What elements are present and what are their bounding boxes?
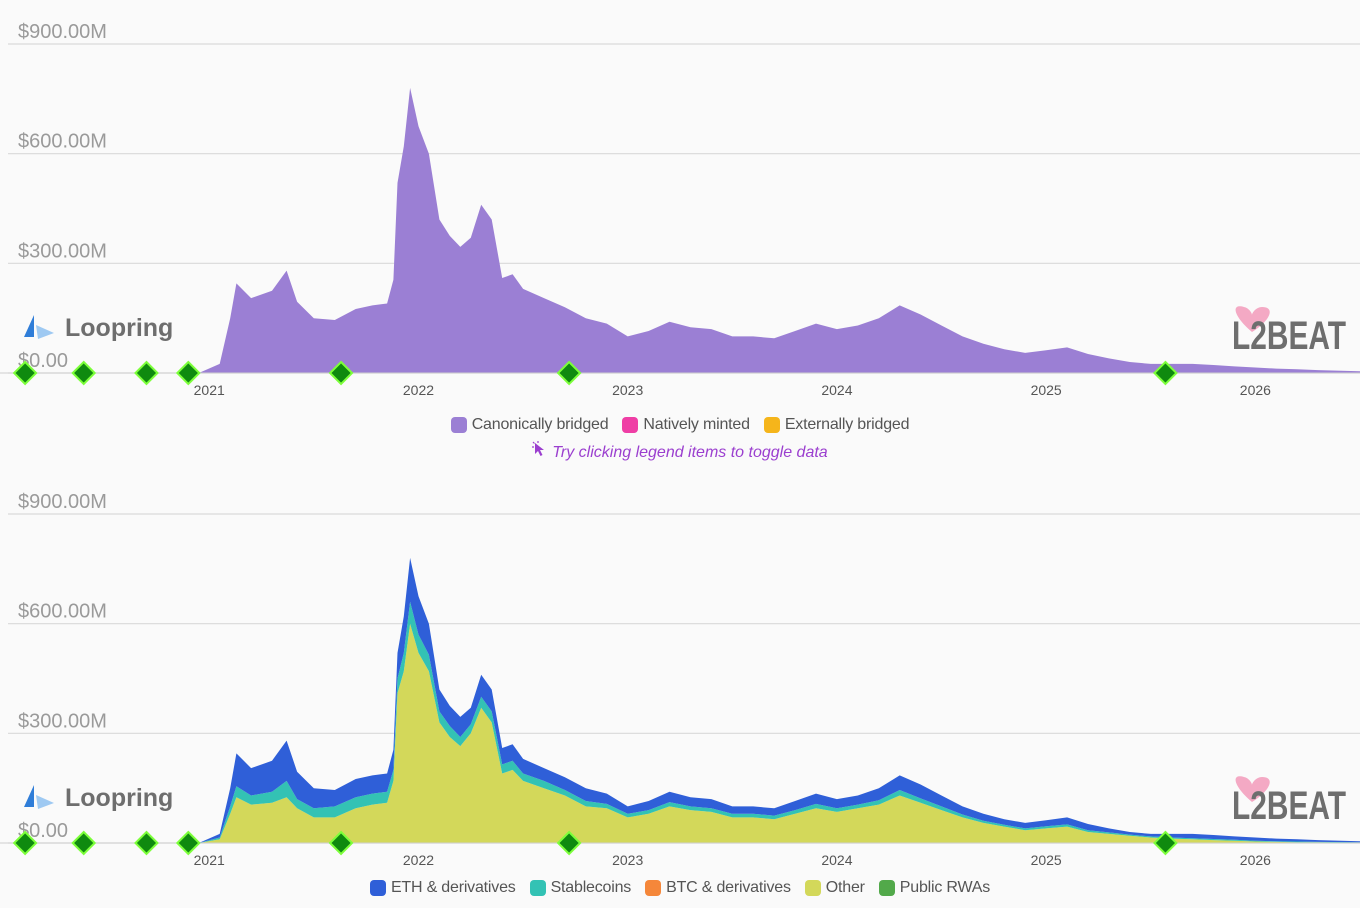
y-tick-label: $600.00M — [18, 131, 107, 153]
milestone-marker[interactable] — [1153, 830, 1178, 856]
legend-label: Public RWAs — [899, 879, 991, 896]
legend-swatch — [645, 880, 662, 896]
l2beat-logo-icon: L2BEAT — [1232, 306, 1346, 358]
legend-item-stablecoins[interactable]: Stablecoins — [529, 879, 632, 897]
legend-hint: Try clicking legend items to toggle data — [0, 441, 1360, 462]
legend-label: Stablecoins — [550, 879, 632, 896]
legend-swatch — [622, 417, 639, 433]
legend-swatch — [804, 880, 821, 896]
x-tick-label: 2025 — [1031, 382, 1062, 398]
loopring-watermark: Loopring — [24, 314, 173, 342]
y-tick-label: $900.00M — [18, 491, 107, 513]
y-tick-label: $300.00M — [18, 710, 107, 732]
milestone-marker[interactable] — [12, 830, 38, 856]
x-tick-label: 2021 — [194, 382, 225, 398]
legend-item-eth-and-derivatives[interactable]: ETH & derivatives — [369, 879, 516, 897]
milestone-marker[interactable] — [134, 830, 159, 856]
milestone-marker[interactable] — [556, 830, 582, 856]
loopring-logo-icon — [24, 785, 54, 809]
loopring-watermark: Loopring — [24, 784, 173, 812]
y-tick-label: $900.00M — [18, 21, 107, 43]
legend-hint-text: Try clicking legend items to toggle data — [552, 444, 828, 461]
area-series-other — [198, 623, 1360, 843]
y-tick-label: $600.00M — [18, 601, 107, 623]
x-tick-label: 2024 — [821, 852, 852, 868]
legend-label: Externally bridged — [784, 416, 910, 433]
legend-item-public-rwas[interactable]: Public RWAs — [878, 879, 991, 897]
legend-item-externally-bridged[interactable]: Externally bridged — [763, 416, 910, 434]
x-tick-label: 2021 — [194, 852, 225, 868]
legend-label: ETH & derivatives — [390, 879, 516, 896]
legend-asset-category: ETH & derivatives Stablecoins BTC & deriva… — [0, 879, 1360, 897]
milestone-marker[interactable] — [1153, 360, 1178, 386]
x-tick-label: 2024 — [821, 382, 852, 398]
legend-swatch — [450, 417, 467, 433]
legend-label: BTC & derivatives — [666, 879, 791, 896]
legend-label: Other — [825, 879, 865, 896]
area-series-canonically-bridged — [198, 87, 1360, 374]
milestone-marker[interactable] — [328, 830, 354, 856]
l2beat-brand-text: L2BEAT — [1232, 784, 1346, 828]
milestone-marker[interactable] — [328, 360, 354, 386]
milestone-marker[interactable] — [134, 360, 159, 386]
milestone-marker[interactable] — [556, 360, 582, 386]
milestone-marker[interactable] — [175, 360, 201, 386]
x-tick-label: 2022 — [403, 382, 434, 398]
loopring-logo-icon — [24, 315, 54, 339]
loopring-name: Loopring — [65, 784, 173, 812]
pointer-icon — [532, 441, 548, 462]
l2beat-brand-text: L2BEAT — [1232, 314, 1346, 358]
legend-item-btc-and-derivatives[interactable]: BTC & derivatives — [645, 879, 791, 897]
milestone-marker[interactable] — [12, 360, 38, 386]
x-tick-label: 2023 — [612, 852, 643, 868]
legend-label: Canonically bridged — [471, 416, 609, 433]
legend-swatch — [369, 880, 386, 896]
legend-item-natively-minted[interactable]: Natively minted — [622, 416, 750, 434]
legend-swatch — [878, 880, 895, 896]
legend-item-canonically-bridged[interactable]: Canonically bridged — [450, 416, 609, 434]
chart-panel-bridging: $0.00 $300.00M $600.00M $900.00M 2021 2022 202… — [0, 21, 1360, 462]
chart-panel-asset-category: $0.00 $300.00M $600.00M $900.00M 2021 2022 202… — [0, 470, 1360, 908]
x-tick-label: 2026 — [1240, 382, 1271, 398]
legend-item-other[interactable]: Other — [804, 879, 865, 897]
y-tick-label: $300.00M — [18, 240, 107, 262]
milestone-marker[interactable] — [71, 830, 97, 856]
legend-bridging: Canonically bridged Natively minted Extern… — [0, 416, 1360, 434]
l2beat-logo-icon: L2BEAT — [1232, 776, 1346, 828]
legend-swatch — [763, 417, 780, 433]
milestone-marker[interactable] — [175, 830, 201, 856]
legend-swatch — [529, 880, 546, 896]
x-tick-label: 2025 — [1031, 852, 1062, 868]
milestone-marker[interactable] — [71, 360, 97, 386]
legend-label: Natively minted — [643, 416, 750, 433]
x-tick-label: 2023 — [612, 382, 643, 398]
x-tick-label: 2026 — [1240, 852, 1271, 868]
loopring-name: Loopring — [65, 314, 173, 342]
x-tick-label: 2022 — [403, 852, 434, 868]
